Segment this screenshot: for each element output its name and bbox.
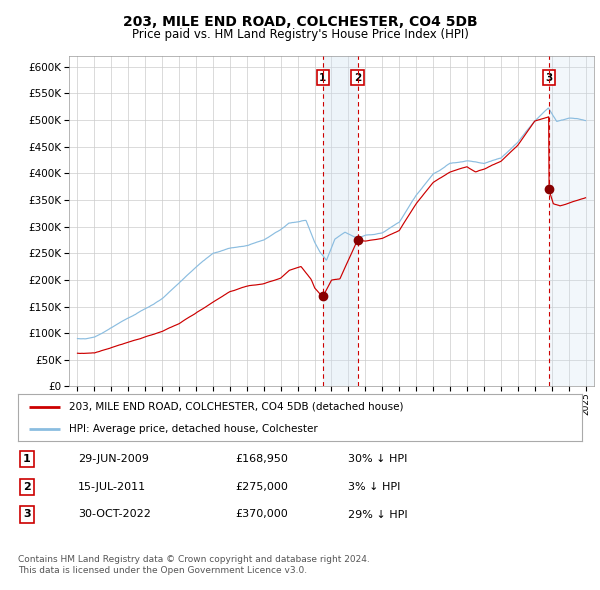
- Text: 30% ↓ HPI: 30% ↓ HPI: [348, 454, 407, 464]
- Text: 2: 2: [354, 73, 361, 83]
- Text: 3% ↓ HPI: 3% ↓ HPI: [348, 482, 400, 491]
- Text: 29% ↓ HPI: 29% ↓ HPI: [348, 510, 407, 519]
- Text: This data is licensed under the Open Government Licence v3.0.: This data is licensed under the Open Gov…: [18, 566, 307, 575]
- Text: 203, MILE END ROAD, COLCHESTER, CO4 5DB: 203, MILE END ROAD, COLCHESTER, CO4 5DB: [122, 15, 478, 29]
- Text: 1: 1: [319, 73, 326, 83]
- Text: 3: 3: [23, 510, 31, 519]
- Text: HPI: Average price, detached house, Colchester: HPI: Average price, detached house, Colc…: [69, 424, 317, 434]
- Text: £275,000: £275,000: [235, 482, 288, 491]
- Text: Contains HM Land Registry data © Crown copyright and database right 2024.: Contains HM Land Registry data © Crown c…: [18, 555, 370, 563]
- Text: 203, MILE END ROAD, COLCHESTER, CO4 5DB (detached house): 203, MILE END ROAD, COLCHESTER, CO4 5DB …: [69, 402, 403, 412]
- Text: 3: 3: [545, 73, 553, 83]
- Text: 15-JUL-2011: 15-JUL-2011: [78, 482, 146, 491]
- Text: £370,000: £370,000: [235, 510, 288, 519]
- Text: 29-JUN-2009: 29-JUN-2009: [78, 454, 149, 464]
- Text: 1: 1: [23, 454, 31, 464]
- Text: 2: 2: [23, 482, 31, 491]
- Text: Price paid vs. HM Land Registry's House Price Index (HPI): Price paid vs. HM Land Registry's House …: [131, 28, 469, 41]
- Text: 30-OCT-2022: 30-OCT-2022: [78, 510, 151, 519]
- Text: £168,950: £168,950: [235, 454, 288, 464]
- Bar: [549, 56, 594, 386]
- Bar: [323, 56, 358, 386]
